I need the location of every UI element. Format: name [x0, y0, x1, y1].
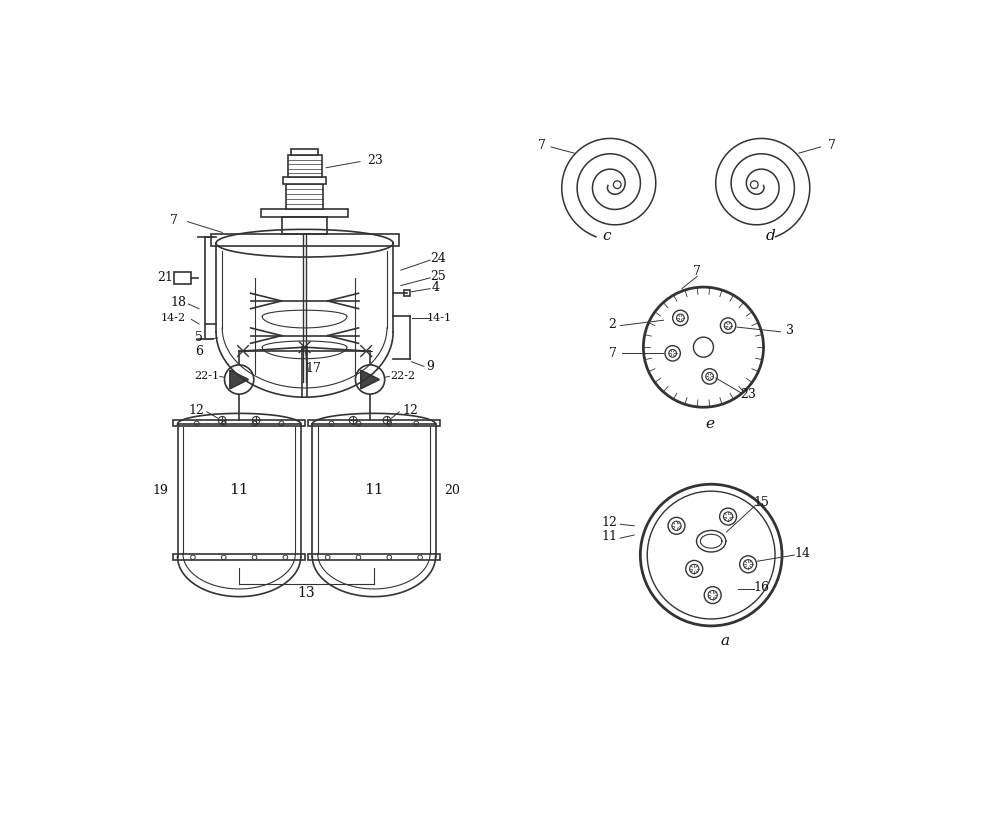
Text: 24: 24 — [430, 252, 446, 265]
Text: 18: 18 — [170, 296, 186, 309]
Text: 5: 5 — [195, 331, 203, 344]
Text: 12: 12 — [602, 516, 617, 529]
Text: 6: 6 — [195, 344, 203, 357]
Bar — [211, 234, 399, 247]
Bar — [288, 155, 322, 177]
Text: 4: 4 — [432, 281, 440, 294]
Bar — [283, 177, 326, 184]
Text: 2: 2 — [609, 317, 617, 330]
Text: 20: 20 — [445, 484, 460, 497]
Text: 12: 12 — [402, 404, 418, 417]
Text: 14-2: 14-2 — [160, 313, 185, 323]
Text: 23: 23 — [368, 154, 383, 167]
Text: 22-1: 22-1 — [194, 370, 219, 381]
Text: 7: 7 — [609, 347, 617, 360]
Text: 7: 7 — [828, 139, 836, 152]
Text: 11: 11 — [602, 530, 618, 543]
Text: 25: 25 — [430, 269, 446, 282]
Text: a: a — [720, 634, 730, 648]
Text: 7: 7 — [538, 139, 546, 152]
Text: 7: 7 — [693, 265, 701, 278]
Bar — [261, 208, 348, 217]
Text: 15: 15 — [753, 497, 769, 510]
Text: 19: 19 — [153, 484, 169, 497]
Bar — [291, 149, 318, 155]
Text: 12: 12 — [189, 404, 205, 417]
Text: 3: 3 — [786, 324, 794, 337]
Text: 14-1: 14-1 — [427, 313, 452, 323]
Circle shape — [355, 365, 385, 394]
Bar — [173, 554, 305, 561]
Text: d: d — [766, 229, 775, 243]
Text: 21: 21 — [157, 271, 173, 284]
Text: 16: 16 — [753, 581, 769, 594]
Bar — [174, 272, 191, 284]
Text: 9: 9 — [426, 360, 434, 373]
Circle shape — [225, 365, 254, 394]
Text: 23: 23 — [740, 388, 756, 401]
Text: 7: 7 — [170, 213, 178, 226]
Text: 14: 14 — [794, 547, 810, 560]
Polygon shape — [361, 370, 379, 389]
Text: 13: 13 — [297, 586, 315, 600]
Text: 11: 11 — [229, 484, 249, 497]
Bar — [308, 419, 440, 427]
Bar — [286, 184, 323, 208]
Bar — [173, 419, 305, 427]
Polygon shape — [230, 370, 248, 389]
Text: 17: 17 — [306, 362, 322, 375]
Text: e: e — [705, 417, 714, 431]
Text: c: c — [602, 229, 611, 243]
Text: 22-2: 22-2 — [390, 370, 415, 381]
Bar — [404, 290, 410, 296]
Bar — [308, 554, 440, 561]
Text: 11: 11 — [364, 484, 384, 497]
